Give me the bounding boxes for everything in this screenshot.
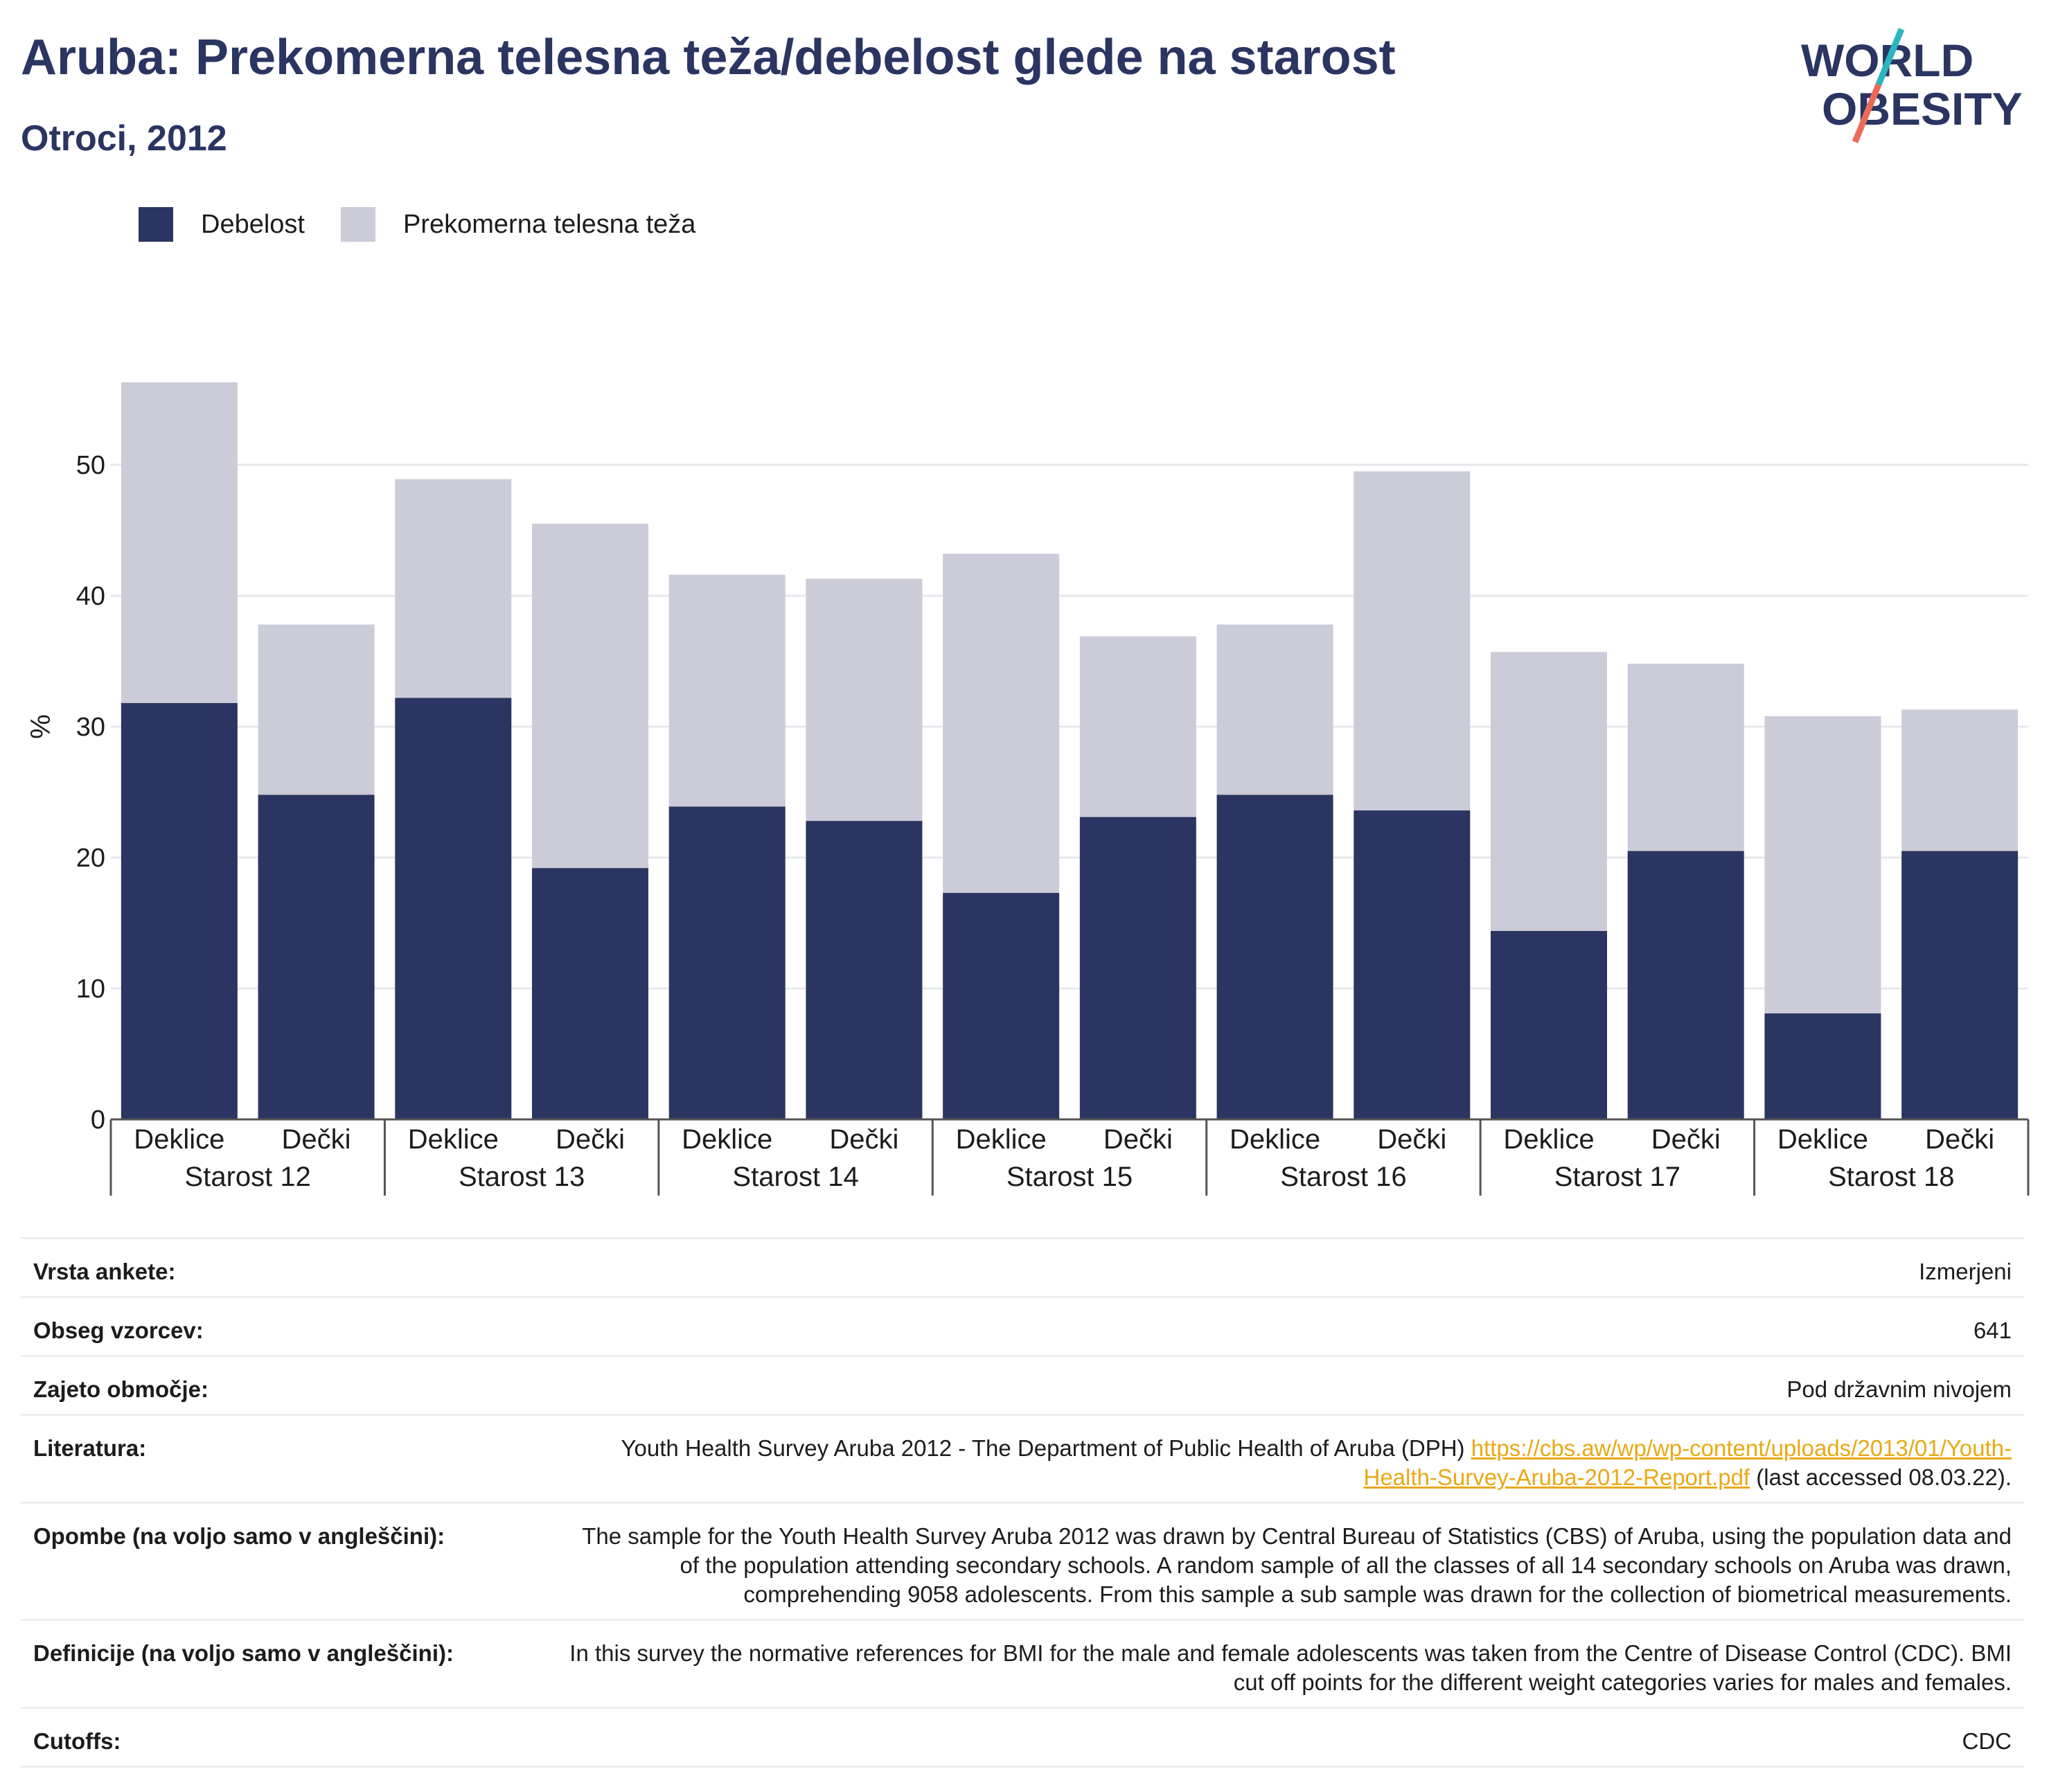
- x-group-label: Starost 12: [185, 1162, 311, 1192]
- bar-overweight: [1216, 624, 1333, 795]
- bar-obesity: [395, 698, 512, 1119]
- logo-line-2: OBESITY: [1822, 83, 2023, 134]
- x-subcategory-label: Deklice: [1503, 1124, 1594, 1155]
- bar-obesity: [1627, 851, 1744, 1119]
- bar-overweight: [943, 553, 1060, 894]
- page-subtitle: Otroci, 2012: [21, 118, 227, 159]
- x-subcategory-label: Dečki: [1377, 1124, 1446, 1155]
- y-tick-label: 50: [76, 451, 105, 480]
- bar-obesity: [668, 806, 786, 1119]
- meta-value: Pod državnim nivojem: [560, 1355, 2024, 1415]
- meta-value: Izmerjeni: [560, 1237, 2024, 1297]
- x-subcategory-label: Deklice: [408, 1124, 499, 1155]
- world-obesity-logo: WORLD OBESITY: [1801, 28, 2023, 143]
- bar-obesity: [1901, 851, 2019, 1119]
- bar-obesity: [1764, 1013, 1881, 1119]
- x-subcategory-label: Deklice: [134, 1124, 224, 1155]
- y-axis-label: %: [26, 714, 56, 739]
- bar-overweight: [668, 574, 786, 807]
- x-subcategory-label: Dečki: [1103, 1124, 1173, 1155]
- legend-swatch-overweight: [340, 207, 375, 242]
- meta-value: Youth Health Survey Aruba 2012 - The Dep…: [560, 1414, 2024, 1503]
- bar-overweight: [806, 578, 923, 822]
- meta-value: In this survey the normative references …: [560, 1619, 2024, 1708]
- y-tick-label: 40: [76, 582, 105, 611]
- x-group-label: Starost 16: [1280, 1162, 1406, 1192]
- bar-obesity: [1216, 795, 1333, 1119]
- bar-obesity: [532, 868, 648, 1119]
- x-group-label: Starost 14: [732, 1162, 858, 1192]
- bar-overweight: [1627, 664, 1744, 851]
- bar-overweight: [395, 479, 512, 698]
- y-tick-label: 20: [76, 844, 105, 873]
- x-subcategory-label: Dečki: [556, 1124, 625, 1155]
- x-subcategory-label: Dečki: [829, 1124, 898, 1155]
- meta-value: The sample for the Youth Health Survey A…: [560, 1502, 2024, 1620]
- reference-text: Youth Health Survey Aruba 2012 - The Dep…: [621, 1435, 1465, 1461]
- bar-overweight: [258, 624, 375, 795]
- reference-suffix: (last accessed 08.03.22).: [1756, 1464, 2012, 1490]
- meta-label: Opombe (na voljo samo v angleščini):: [21, 1502, 560, 1620]
- bar-overweight: [1764, 716, 1881, 1013]
- page-title: Aruba: Prekomerna telesna teža/debelost …: [21, 30, 1396, 85]
- x-group-label: Starost 17: [1554, 1162, 1680, 1192]
- y-tick-label: 30: [76, 713, 105, 742]
- logo-slash-teal: [1875, 28, 1905, 86]
- bar-chart: 0 10 20 30 40 50% Deklice Dečki Deklice Dečki Dekl…: [26, 382, 2030, 1196]
- meta-label: Obseg vzorcev:: [21, 1296, 560, 1356]
- y-tick-label: 10: [76, 975, 105, 1004]
- meta-row: Zajeto območje: Pod državnim nivojem: [21, 1355, 2024, 1415]
- bar-overweight: [1354, 471, 1471, 810]
- meta-label: Definicije (na voljo samo v angleščini):: [21, 1619, 560, 1708]
- meta-value: CDC: [560, 1707, 2024, 1768]
- legend-label-overweight: Prekomerna telesna teža: [402, 209, 696, 239]
- meta-label: Zajeto območje:: [21, 1355, 560, 1415]
- meta-row: Definicije (na voljo samo v angleščini):…: [21, 1619, 2024, 1708]
- x-group-label: Starost 18: [1828, 1162, 1954, 1192]
- x-subcategory-label: Dečki: [282, 1124, 351, 1155]
- legend-item-overweight[interactable]: Prekomerna telesna teža: [340, 207, 696, 242]
- x-subcategory-label: Dečki: [1925, 1124, 1994, 1155]
- meta-row: Vrsta ankete: Izmerjeni: [21, 1237, 2024, 1297]
- bar-overweight: [1491, 652, 1607, 931]
- bar-obesity: [258, 795, 375, 1119]
- metadata-table: Vrsta ankete: Izmerjeni Obseg vzorcev: 6…: [21, 1237, 2024, 1768]
- legend-item-obesity[interactable]: Debelost: [139, 207, 305, 242]
- legend-swatch-obesity: [139, 207, 173, 242]
- bar-overweight: [1901, 709, 2019, 851]
- bar-obesity: [1079, 817, 1196, 1119]
- bar-obesity: [1491, 930, 1607, 1119]
- bar-obesity: [806, 821, 923, 1119]
- meta-row: Opombe (na voljo samo v angleščini): The…: [21, 1502, 2024, 1620]
- legend-label-obesity: Debelost: [201, 209, 305, 239]
- x-group-label: Starost 13: [459, 1162, 585, 1192]
- x-subcategory-label: Deklice: [956, 1124, 1047, 1155]
- logo-slash-coral: [1852, 83, 1882, 143]
- y-tick-label: 0: [91, 1106, 105, 1135]
- x-subcategory-label: Deklice: [1777, 1124, 1868, 1155]
- x-subcategory-label: Deklice: [682, 1124, 772, 1155]
- bar-obesity: [943, 893, 1060, 1119]
- bar-overweight: [532, 524, 648, 869]
- meta-row: Literatura: Youth Health Survey Aruba 20…: [21, 1414, 2024, 1503]
- meta-row: Obseg vzorcev: 641: [21, 1296, 2024, 1356]
- x-subcategory-label: Deklice: [1230, 1124, 1320, 1155]
- bar-obesity: [1354, 810, 1471, 1119]
- bar-overweight: [121, 382, 238, 703]
- x-group-label: Starost 15: [1006, 1162, 1133, 1192]
- x-subcategory-label: Dečki: [1651, 1124, 1721, 1155]
- meta-value: 641: [560, 1296, 2024, 1356]
- meta-row: Cutoffs: CDC: [21, 1707, 2024, 1768]
- bar-overweight: [1079, 636, 1196, 817]
- reference-link[interactable]: https://cbs.aw/wp/wp-content/uploads/201…: [1363, 1435, 2012, 1490]
- chart-legend: Debelost Prekomerna telesna teža: [139, 206, 731, 242]
- meta-label: Literatura:: [21, 1414, 560, 1503]
- meta-label: Cutoffs:: [21, 1707, 560, 1768]
- meta-label: Vrsta ankete:: [21, 1237, 560, 1297]
- bar-obesity: [121, 702, 238, 1119]
